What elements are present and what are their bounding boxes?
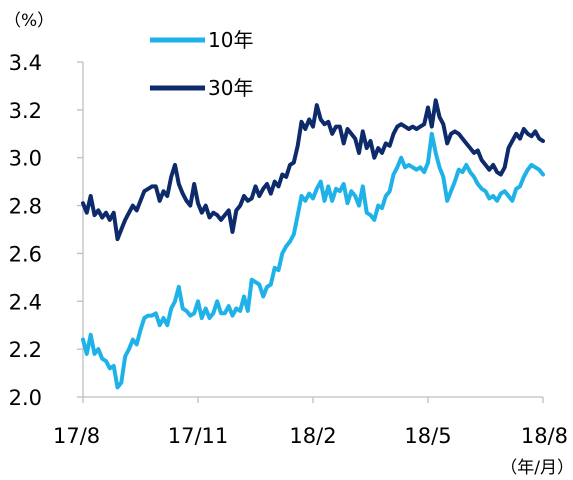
x-tick-label: 18/8 [521, 424, 568, 448]
series-lines [81, 98, 545, 390]
legend-label-10y: 10年 [208, 28, 253, 52]
x-axis-ticks: 17/8 17/11 18/2 18/5 18/8 [53, 397, 568, 448]
x-tick-label: 17/8 [53, 424, 100, 448]
y-tick-label: 3.4 [9, 51, 42, 75]
y-tick-label: 2.2 [9, 338, 42, 362]
y-axis-ticks: 2.0 2.2 2.4 2.6 2.8 3.0 3.2 3.4 [9, 51, 83, 410]
y-tick-label: 2.0 [9, 386, 42, 410]
y-tick-label: 2.6 [9, 242, 42, 266]
x-tick-label: 18/5 [404, 424, 451, 448]
series-line-30y [81, 98, 545, 242]
x-tick-label: 17/11 [168, 424, 229, 448]
y-tick-label: 3.0 [9, 147, 42, 171]
y-unit-label: （%） [4, 11, 54, 31]
legend-label-30y: 30年 [208, 76, 253, 100]
x-unit-label: （年/月） [500, 458, 573, 478]
y-tick-label: 3.2 [9, 99, 42, 123]
legend: 10年 30年 [150, 28, 253, 100]
y-tick-label: 2.8 [9, 195, 42, 219]
y-tick-label: 2.4 [9, 290, 42, 314]
x-tick-label: 18/2 [289, 424, 336, 448]
series-line-10y [81, 131, 545, 390]
